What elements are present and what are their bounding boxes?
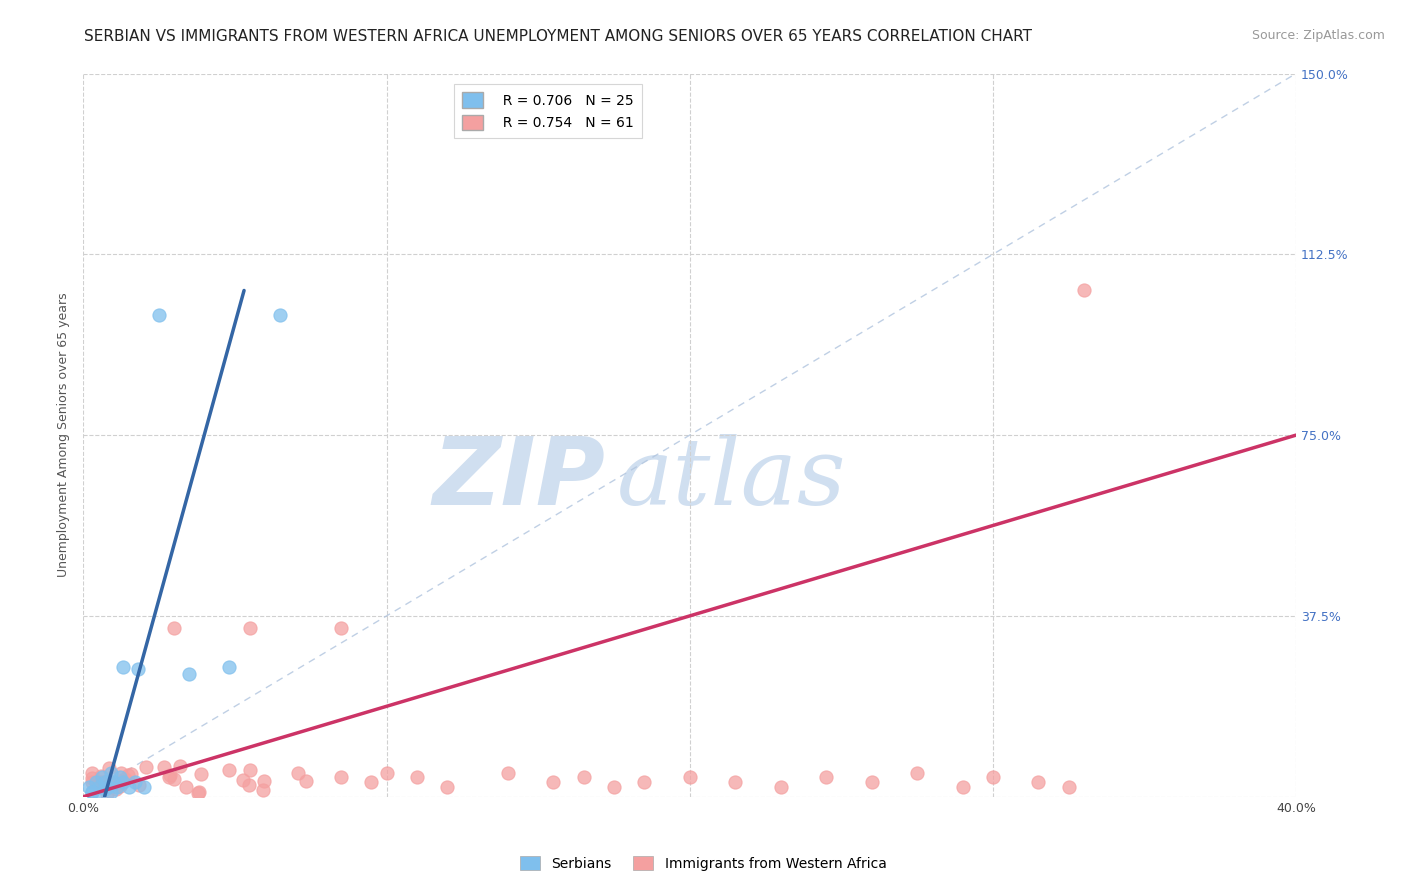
Point	[187, 786, 209, 800]
Point	[110, 765, 132, 780]
Point	[96, 787, 118, 801]
Point	[82, 785, 104, 799]
Point	[572, 771, 595, 785]
Point	[128, 778, 150, 792]
Point	[127, 662, 149, 676]
Point	[111, 775, 134, 789]
Point	[93, 775, 115, 789]
Point	[90, 769, 112, 783]
Text: atlas: atlas	[617, 434, 846, 524]
Point	[84, 775, 107, 789]
Point	[82, 771, 104, 785]
Point	[496, 765, 519, 780]
Point	[815, 771, 838, 785]
Point	[87, 775, 110, 789]
Point	[769, 780, 792, 794]
Point	[100, 785, 122, 799]
Point	[120, 766, 142, 780]
Point	[633, 775, 655, 789]
Point	[905, 765, 928, 780]
Point	[82, 766, 104, 780]
Point	[295, 773, 318, 788]
Point	[108, 780, 131, 794]
Point	[543, 775, 565, 789]
Point	[87, 780, 110, 794]
Point	[98, 761, 121, 775]
Point	[114, 772, 136, 787]
Point	[100, 776, 122, 790]
Point	[163, 772, 186, 786]
Point	[190, 767, 212, 781]
Point	[169, 759, 191, 773]
Point	[253, 773, 276, 788]
Legend: Serbians, Immigrants from Western Africa: Serbians, Immigrants from Western Africa	[515, 850, 891, 876]
Point	[232, 773, 254, 788]
Point	[96, 774, 118, 789]
Point	[405, 771, 427, 785]
Point	[1028, 775, 1050, 789]
Point	[603, 780, 626, 794]
Point	[103, 775, 125, 789]
Point	[163, 621, 186, 635]
Point	[375, 765, 398, 780]
Point	[360, 775, 382, 789]
Y-axis label: Unemployment Among Seniors over 65 years: Unemployment Among Seniors over 65 years	[58, 293, 70, 577]
Point	[79, 780, 101, 794]
Point	[269, 308, 291, 322]
Point	[107, 777, 129, 791]
Point	[157, 770, 180, 784]
Point	[135, 759, 157, 773]
Point	[252, 783, 274, 797]
Point	[118, 780, 141, 794]
Point	[218, 659, 240, 673]
Point	[239, 763, 262, 777]
Point	[132, 780, 155, 794]
Point	[93, 782, 115, 797]
Point	[82, 785, 104, 799]
Point	[436, 780, 458, 794]
Point	[105, 782, 128, 797]
Point	[89, 775, 111, 789]
Point	[287, 765, 309, 780]
Point	[1073, 284, 1095, 298]
Point	[100, 765, 122, 780]
Point	[679, 771, 702, 785]
Point	[330, 771, 353, 785]
Point	[239, 621, 262, 635]
Point	[218, 763, 240, 777]
Point	[153, 760, 176, 774]
Point	[952, 780, 974, 794]
Point	[90, 771, 112, 785]
Point	[93, 775, 115, 789]
Point	[105, 780, 128, 794]
Point	[179, 666, 201, 681]
Point	[238, 778, 260, 792]
Point	[724, 775, 747, 789]
Point	[108, 771, 131, 785]
Legend:   R = 0.706   N = 25,   R = 0.754   N = 61: R = 0.706 N = 25, R = 0.754 N = 61	[454, 84, 643, 138]
Text: Source: ZipAtlas.com: Source: ZipAtlas.com	[1251, 29, 1385, 42]
Point	[174, 780, 197, 795]
Text: ZIP: ZIP	[432, 433, 605, 524]
Point	[80, 775, 103, 789]
Text: SERBIAN VS IMMIGRANTS FROM WESTERN AFRICA UNEMPLOYMENT AMONG SENIORS OVER 65 YEA: SERBIAN VS IMMIGRANTS FROM WESTERN AFRIC…	[84, 29, 1032, 44]
Point	[124, 775, 146, 789]
Point	[98, 774, 121, 789]
Point	[111, 659, 134, 673]
Point	[159, 767, 181, 781]
Point	[117, 768, 139, 782]
Point	[188, 784, 211, 798]
Point	[860, 775, 883, 789]
Point	[330, 621, 353, 635]
Point	[148, 308, 170, 322]
Point	[97, 780, 120, 794]
Point	[87, 787, 110, 801]
Point	[981, 771, 1004, 785]
Point	[1057, 780, 1080, 794]
